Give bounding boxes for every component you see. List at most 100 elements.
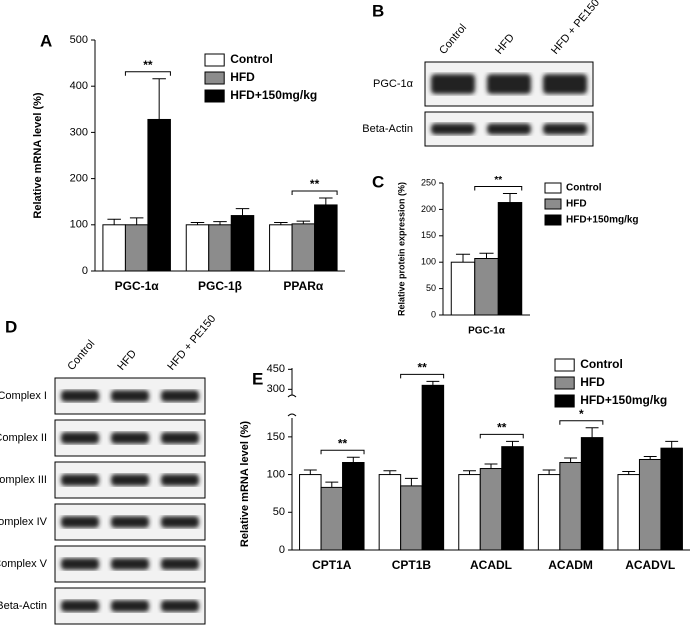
error-bar	[622, 471, 636, 475]
y-tick-label: 200	[421, 204, 436, 214]
blot-band	[61, 516, 99, 528]
legend-swatch	[544, 214, 562, 226]
bar	[342, 462, 365, 551]
x-tick-label: CPT1B	[392, 558, 432, 572]
blot-band	[161, 474, 199, 486]
error-bar	[479, 252, 494, 259]
error-bar	[107, 218, 121, 225]
legend-label: HFD	[230, 70, 255, 84]
x-tick-label: CPT1A	[312, 558, 352, 572]
blot-band	[487, 123, 531, 135]
x-tick-label: ACADVL	[625, 558, 675, 572]
error-bar	[235, 208, 250, 216]
bar	[501, 446, 524, 551]
panel-letter: E	[252, 369, 263, 388]
y-tick-label: 50	[273, 506, 285, 518]
error-bar	[274, 221, 288, 225]
bar	[102, 224, 126, 272]
x-tick-label: PGC-1α	[115, 279, 160, 293]
panel-letter: B	[372, 1, 384, 20]
legend-swatch	[554, 376, 575, 390]
legend-label: Control	[566, 183, 602, 194]
legend-swatch	[204, 71, 225, 85]
bar	[559, 462, 582, 551]
bar	[378, 474, 402, 551]
bar	[474, 258, 499, 316]
y-tick-label: 0	[431, 309, 436, 319]
bar	[660, 447, 683, 551]
row-label: Complex III	[0, 474, 47, 486]
significance-label: **	[417, 361, 427, 375]
bar	[479, 468, 503, 551]
bar	[400, 485, 423, 551]
bar	[580, 437, 604, 551]
y-tick-label: 50	[426, 283, 436, 293]
blot-band	[61, 390, 99, 402]
blot-band	[61, 432, 99, 444]
legend-swatch	[544, 198, 562, 210]
error-bar	[190, 221, 205, 225]
bar	[230, 215, 255, 272]
blot-band	[161, 516, 199, 528]
row-label: Beta-Actin	[0, 600, 47, 612]
error-bar	[296, 220, 311, 224]
x-tick-label: ACADM	[548, 558, 593, 572]
blot-band	[161, 432, 199, 444]
axis-break	[287, 394, 297, 417]
lane-label: HFD + PE150	[549, 0, 602, 57]
bar	[147, 118, 171, 272]
significance-bracket	[559, 420, 604, 425]
error-bar	[585, 427, 599, 438]
error-bar	[506, 440, 519, 447]
y-tick-label: 150	[421, 230, 436, 240]
significance-bracket	[474, 186, 523, 191]
lane-label: HFD	[493, 32, 517, 57]
error-bar	[665, 440, 679, 449]
significance-label: **	[143, 58, 153, 72]
blot-band	[111, 600, 149, 612]
lane-label: HFD	[115, 348, 139, 373]
error-bar	[643, 455, 657, 460]
x-tick-label: PGC-1α	[468, 326, 506, 337]
error-bar	[325, 481, 339, 488]
bar	[291, 223, 316, 272]
row-label: Complex V	[0, 558, 48, 570]
bar	[269, 224, 293, 272]
row-label: PGC-1α	[373, 78, 414, 90]
y-tick-label: 0	[279, 544, 285, 556]
bar	[450, 261, 476, 316]
lane-label: Control	[65, 338, 97, 373]
error-bar	[383, 470, 397, 475]
row-label: Complex I	[0, 390, 47, 402]
y-tick-label: 100	[267, 468, 285, 480]
x-tick-label: PPARα	[283, 279, 323, 293]
bar	[299, 474, 322, 551]
bar	[185, 224, 210, 272]
row-label: Complex IV	[0, 516, 48, 528]
error-bar	[455, 253, 471, 263]
y-tick-label: 500	[70, 34, 88, 46]
x-tick-label: PGC-1β	[198, 279, 242, 293]
significance-label: **	[494, 175, 502, 186]
y-tick-label: 450	[267, 363, 285, 375]
significance-bracket	[124, 71, 171, 76]
blot-band	[161, 390, 199, 402]
bar	[497, 202, 523, 316]
lane-label: Control	[437, 22, 469, 57]
y-tick-label: 250	[421, 177, 436, 187]
y-tick-label: 300	[267, 383, 285, 395]
blot-band	[111, 558, 149, 570]
error-bar	[564, 457, 578, 463]
significance-bracket	[400, 373, 445, 379]
legend-swatch	[204, 89, 225, 103]
legend-label: Control	[580, 357, 623, 371]
blot-band	[431, 74, 475, 94]
blot-band	[487, 74, 531, 94]
bar	[421, 384, 445, 551]
bar	[208, 224, 232, 272]
y-tick-label: 400	[70, 80, 88, 92]
blot-band	[111, 390, 149, 402]
bar	[320, 486, 344, 551]
y-axis-label: Relative mRNA level (%)	[239, 421, 251, 547]
legend-swatch	[544, 182, 562, 194]
